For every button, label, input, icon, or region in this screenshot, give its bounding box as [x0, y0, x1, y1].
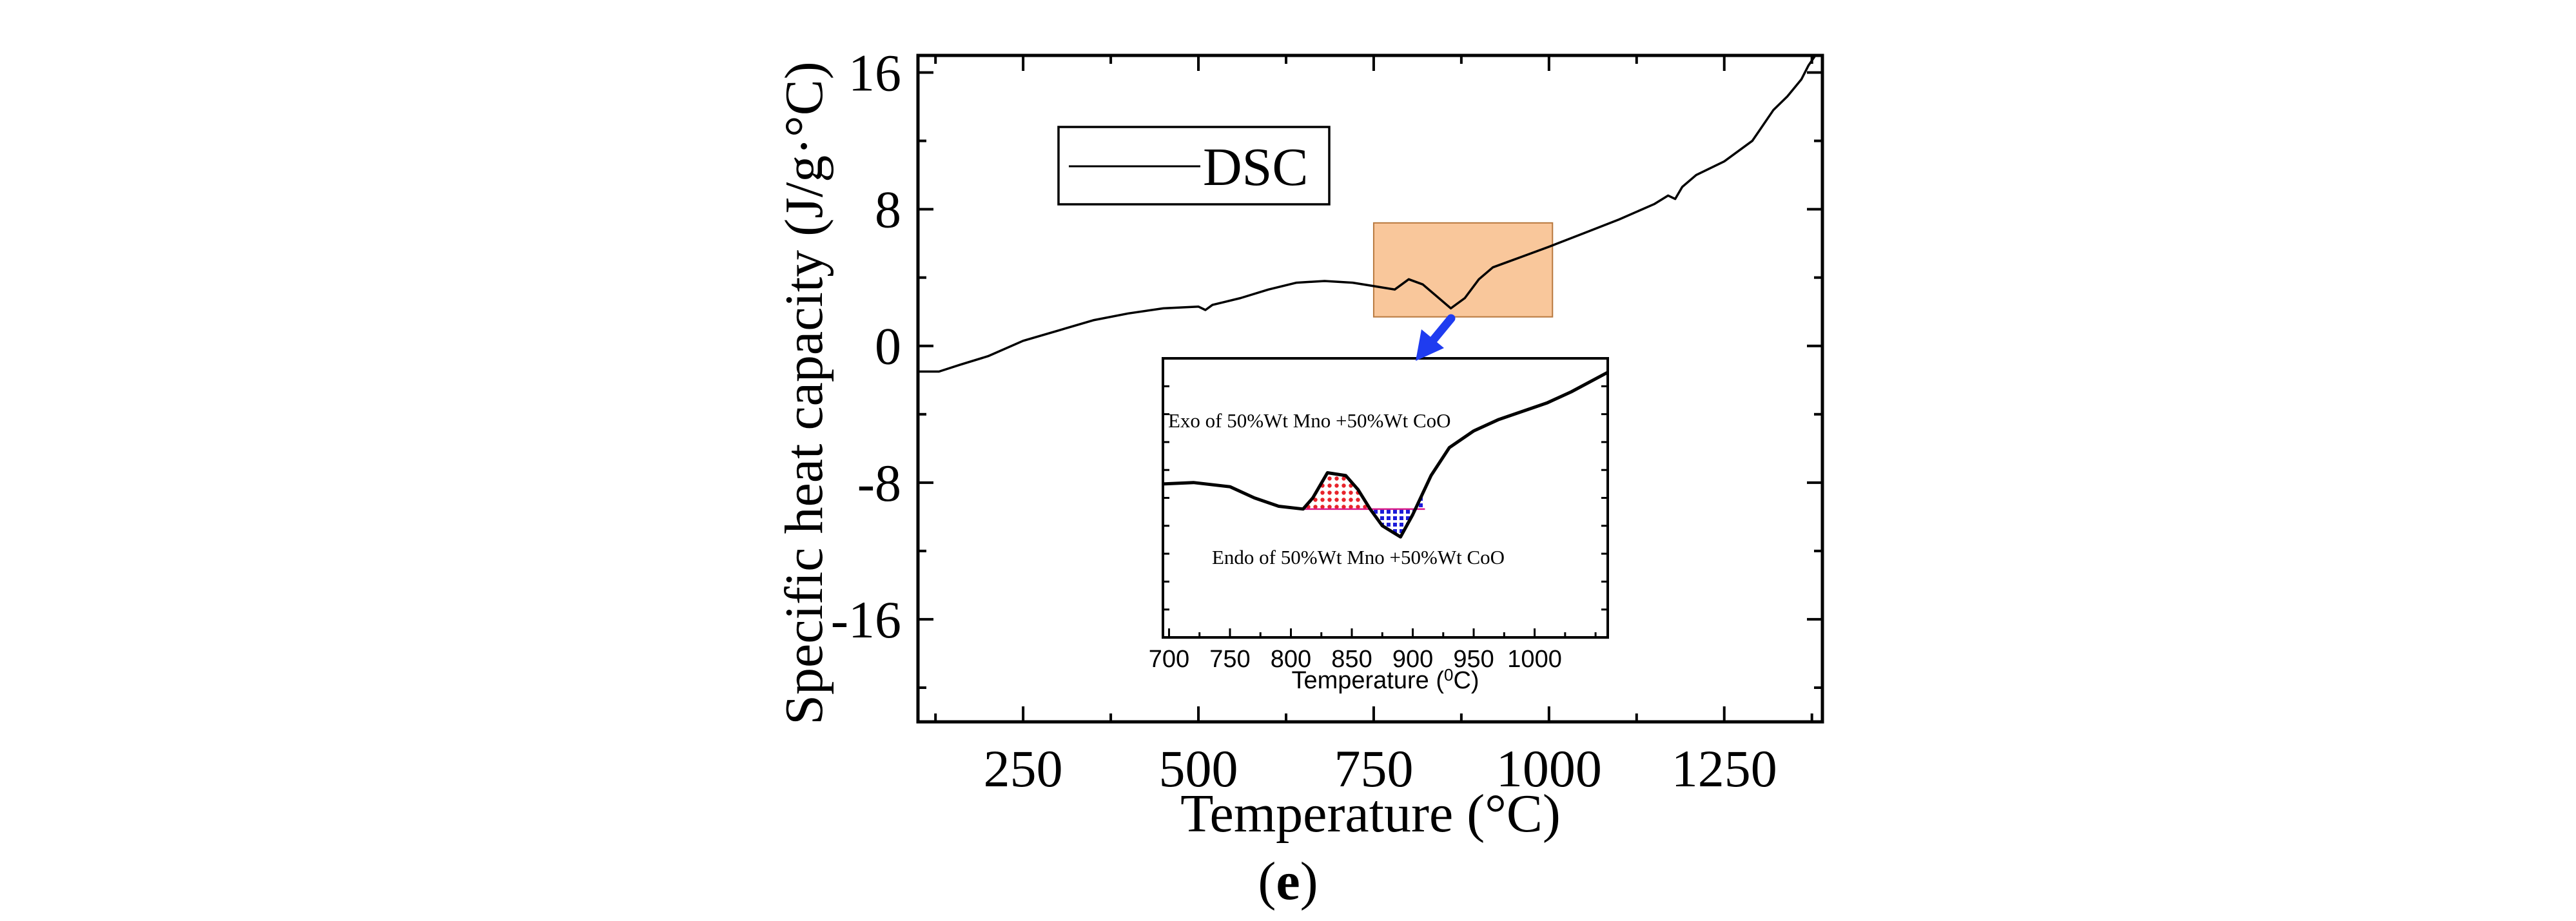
inset-x-tick-label: 850 [1331, 646, 1372, 673]
y-tick-label: 16 [848, 44, 901, 102]
inset-title-degree: 0 [1444, 665, 1453, 684]
x-tick-label: 500 [1159, 739, 1238, 798]
zoom-arrow [1416, 314, 1456, 361]
y-tick-label: -8 [857, 454, 901, 512]
inset-title-suffix: C) [1453, 667, 1479, 694]
zoom-arrow-head [1416, 329, 1444, 361]
x-tick-label: 750 [1334, 739, 1413, 798]
y-tick-label: 0 [875, 317, 901, 376]
figure-caption: (e) [1258, 851, 1318, 911]
exo-annotation: Exo of 50%Wt Mno +50%Wt CoO [1168, 409, 1451, 432]
y-tick-label: -16 [831, 590, 901, 649]
inset-x-tick-label: 800 [1271, 646, 1311, 673]
inset-x-tick-label: 900 [1392, 646, 1433, 673]
caption-close: ) [1300, 851, 1318, 911]
fill-endo [1374, 489, 1425, 538]
x-axis-title: Temperature (°C) [1180, 784, 1561, 844]
legend: DSC [1057, 126, 1331, 206]
fill-exo [1303, 472, 1374, 514]
endo-annotation: Endo of 50%Wt Mno +50%Wt CoO [1212, 546, 1505, 568]
inset-x-tick-label: 1000 [1507, 646, 1562, 673]
inset-frame [1162, 357, 1609, 639]
y-axis-title: Specific heat capacity (J/g·°C) [774, 61, 834, 725]
main-plot-area [918, 55, 1817, 373]
legend-label-dsc: DSC [1203, 137, 1308, 197]
x-tick-label: 1000 [1496, 739, 1602, 798]
inset-x-tick-label: 700 [1149, 646, 1189, 673]
caption-open: ( [1258, 851, 1276, 911]
inset-x-tick-label: 950 [1453, 646, 1494, 673]
inset-x-axis-title: Temperature (0C) [1291, 665, 1479, 694]
x-tick-label: 1250 [1672, 739, 1777, 798]
caption-letter: e [1276, 851, 1300, 911]
series-line-dsc [918, 55, 1817, 373]
main-plot-frame [916, 53, 1824, 724]
zoom-highlight-box [1372, 222, 1554, 318]
inset-plot-area: 700 750 800 850 900 950 1000 [1149, 371, 1609, 673]
inset-title-prefix: Temperature ( [1291, 667, 1444, 694]
y-tick-label: 8 [875, 180, 901, 239]
inset-x-tick-label: 750 [1209, 646, 1250, 673]
zoom-arrow-shaft [1429, 314, 1456, 345]
inset-series-line [1162, 371, 1609, 539]
x-tick-label: 250 [984, 739, 1063, 798]
